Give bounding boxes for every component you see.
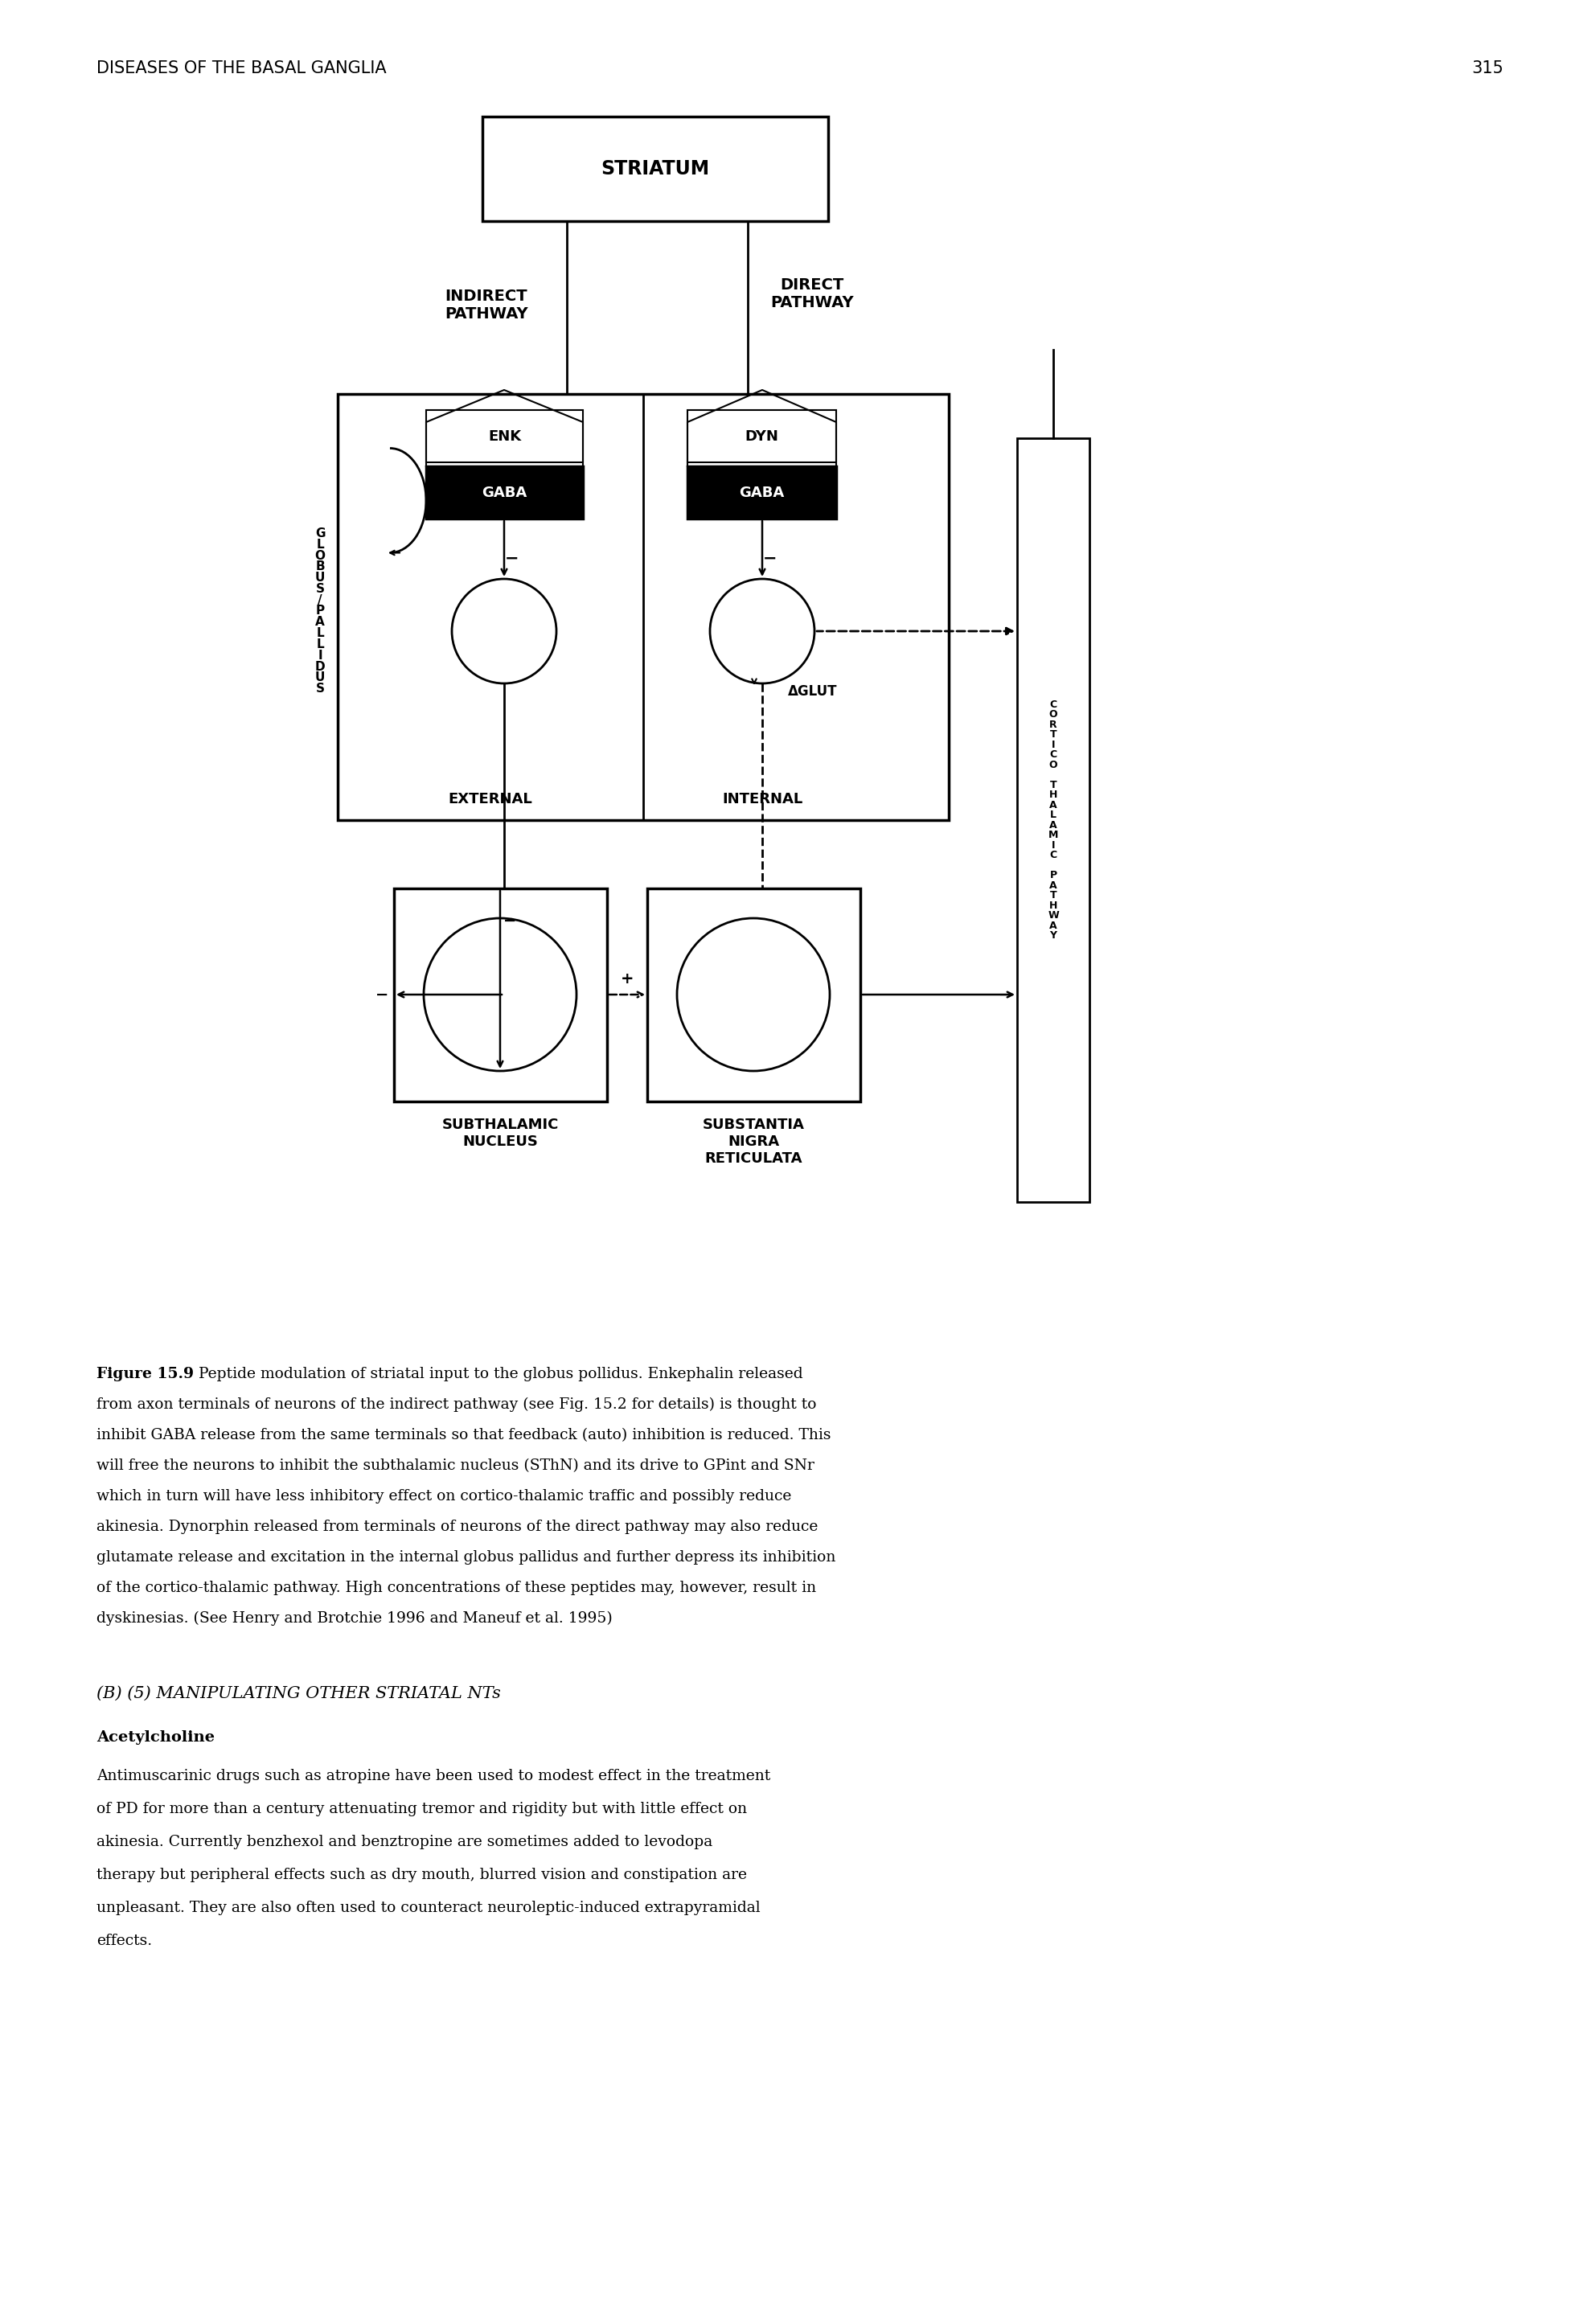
Text: EXTERNAL: EXTERNAL bbox=[448, 793, 533, 807]
Text: DISEASES OF THE BASAL GANGLIA: DISEASES OF THE BASAL GANGLIA bbox=[96, 60, 386, 76]
Text: STRIATUM: STRIATUM bbox=[602, 160, 710, 178]
Circle shape bbox=[452, 580, 557, 684]
Text: glutamate release and excitation in the internal globus pallidus and further dep: glutamate release and excitation in the … bbox=[96, 1551, 836, 1565]
Text: dyskinesias. (See Henry and Brotchie 1996 and Maneuf et al. 1995): dyskinesias. (See Henry and Brotchie 199… bbox=[96, 1611, 613, 1625]
Bar bbox=[426, 466, 583, 519]
Text: of the cortico-thalamic pathway. High concentrations of these peptides may, howe: of the cortico-thalamic pathway. High co… bbox=[96, 1581, 816, 1595]
Text: DIRECT
PATHWAY: DIRECT PATHWAY bbox=[771, 276, 854, 311]
Text: inhibit GABA release from the same terminals so that feedback (auto) inhibition : inhibit GABA release from the same termi… bbox=[96, 1428, 832, 1442]
Text: SUBTHALAMIC
NUCLEUS: SUBTHALAMIC NUCLEUS bbox=[442, 1117, 559, 1150]
Circle shape bbox=[677, 918, 830, 1071]
Text: DYN: DYN bbox=[745, 429, 779, 443]
Text: INTERNAL: INTERNAL bbox=[721, 793, 803, 807]
Text: ΔGLUT: ΔGLUT bbox=[788, 684, 838, 698]
Bar bbox=[688, 466, 836, 519]
Bar bbox=[648, 888, 860, 1101]
Text: C
O
R
T
I
C
O
 
T
H
A
L
A
M
I
C
 
P
A
T
H
W
A
Y: C O R T I C O T H A L A M I C P A T H W … bbox=[1047, 700, 1058, 941]
Text: Peptide modulation of striatal input to the globus pollidus. Enkephalin released: Peptide modulation of striatal input to … bbox=[188, 1368, 803, 1382]
Text: akinesia. Dynorphin released from terminals of neurons of the direct pathway may: akinesia. Dynorphin released from termin… bbox=[96, 1521, 819, 1535]
Text: SUBSTANTIA
NIGRA
RETICULATA: SUBSTANTIA NIGRA RETICULATA bbox=[702, 1117, 804, 1166]
Text: −: − bbox=[375, 987, 388, 1001]
Bar bbox=[426, 410, 583, 461]
Text: which in turn will have less inhibitory effect on cortico-thalamic traffic and p: which in turn will have less inhibitory … bbox=[96, 1488, 792, 1504]
Bar bbox=[482, 116, 828, 220]
Circle shape bbox=[710, 580, 814, 684]
Bar bbox=[394, 888, 606, 1101]
Bar bbox=[1017, 438, 1090, 1203]
Text: akinesia. Currently benzhexol and benztropine are sometimes added to levodopa: akinesia. Currently benzhexol and benztr… bbox=[96, 1836, 712, 1850]
Bar bbox=[338, 394, 948, 821]
Text: of PD for more than a century attenuating tremor and rigidity but with little ef: of PD for more than a century attenuatin… bbox=[96, 1801, 747, 1817]
Text: will free the neurons to inhibit the subthalamic nucleus (SThN) and its drive to: will free the neurons to inhibit the sub… bbox=[96, 1458, 814, 1472]
Text: G
L
O
B
U
S
/
P
A
L
L
I
D
U
S: G L O B U S / P A L L I D U S bbox=[314, 529, 326, 695]
Text: unpleasant. They are also often used to counteract neuroleptic-induced extrapyra: unpleasant. They are also often used to … bbox=[96, 1901, 760, 1915]
Circle shape bbox=[423, 918, 576, 1071]
Bar bbox=[688, 410, 836, 461]
Text: therapy but peripheral effects such as dry mouth, blurred vision and constipatio: therapy but peripheral effects such as d… bbox=[96, 1868, 747, 1882]
Text: (B) (5) MANIPULATING OTHER STRIATAL NTs: (B) (5) MANIPULATING OTHER STRIATAL NTs bbox=[96, 1685, 501, 1701]
Text: effects.: effects. bbox=[96, 1933, 152, 1947]
Text: −: − bbox=[999, 987, 1012, 1001]
Text: −: − bbox=[503, 913, 517, 927]
Text: Acetylcholine: Acetylcholine bbox=[96, 1729, 215, 1745]
Text: 315: 315 bbox=[1472, 60, 1503, 76]
Text: ENK: ENK bbox=[488, 429, 520, 443]
Text: GABA: GABA bbox=[482, 484, 527, 501]
Text: −: − bbox=[763, 552, 777, 568]
Text: +: + bbox=[621, 971, 634, 987]
Text: GABA: GABA bbox=[739, 484, 784, 501]
Text: from axon terminals of neurons of the indirect pathway (see Fig. 15.2 for detail: from axon terminals of neurons of the in… bbox=[96, 1398, 817, 1412]
Text: INDIRECT
PATHWAY: INDIRECT PATHWAY bbox=[445, 290, 528, 322]
Text: Figure 15.9: Figure 15.9 bbox=[96, 1368, 193, 1382]
Text: Antimuscarinic drugs such as atropine have been used to modest effect in the tre: Antimuscarinic drugs such as atropine ha… bbox=[96, 1769, 771, 1783]
Text: −: − bbox=[504, 552, 519, 568]
